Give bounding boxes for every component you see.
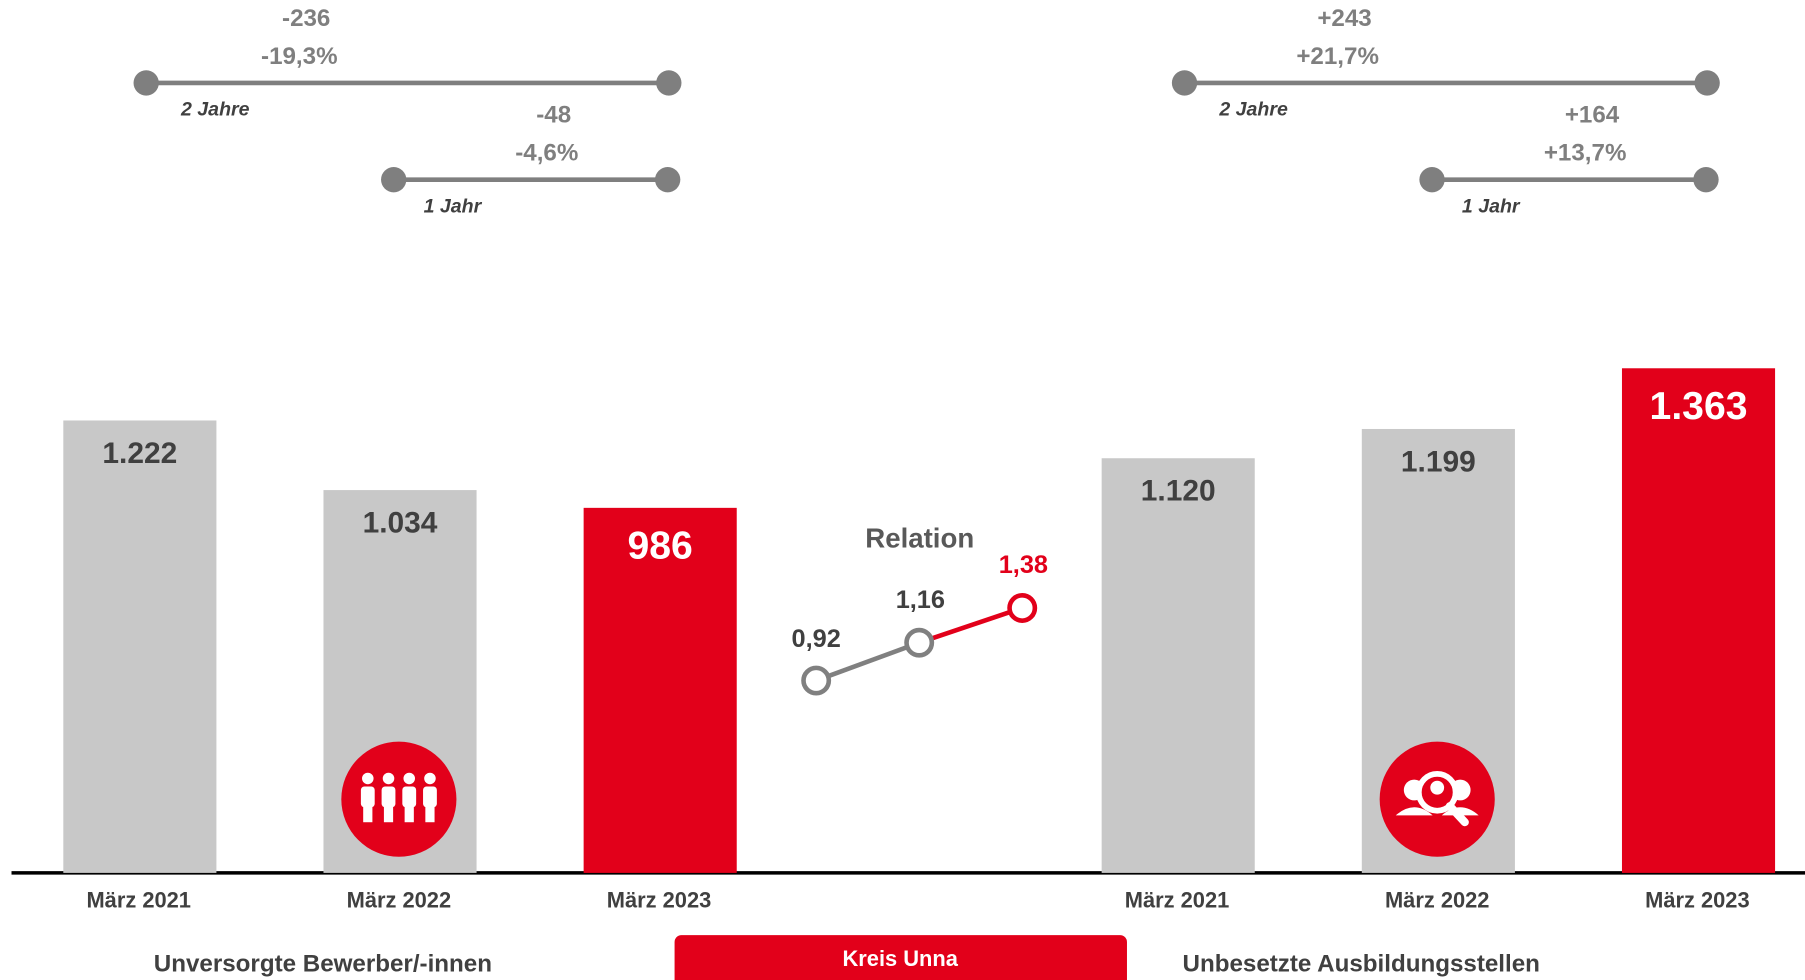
line-point [904, 627, 935, 658]
icon-person-body [402, 786, 417, 808]
line-segment [815, 640, 920, 683]
line-point [801, 665, 832, 696]
icon-person-body [423, 786, 437, 808]
icon-person-leg [363, 806, 373, 823]
range-dot [133, 70, 159, 96]
icon-circle [341, 741, 457, 857]
x-tick-label: März 2021 [1125, 887, 1229, 912]
percent-label: +13,7% [1544, 140, 1627, 167]
x-tick-label: März 2022 [1385, 887, 1489, 912]
x-tick-label: März 2022 [347, 887, 451, 912]
range-dot [1419, 166, 1445, 193]
range-dot [655, 166, 681, 193]
footer-box [674, 935, 1127, 980]
range-dot [656, 70, 682, 96]
point-value-label: 1,38 [999, 551, 1048, 579]
icon-person-leg [404, 806, 414, 823]
x-tick-label: März 2021 [86, 887, 190, 912]
change-label: +243 [1317, 5, 1371, 32]
point-value-label: 0,92 [792, 625, 841, 653]
range-dot [1171, 70, 1198, 96]
x-tick-label: März 2023 [607, 887, 711, 912]
chart-title: Relation [865, 522, 974, 553]
percent-label: +21,7% [1296, 43, 1379, 70]
point-value-label: 1,16 [896, 586, 945, 614]
bar [1621, 368, 1776, 873]
icon-person-body [381, 786, 396, 808]
chart-title: Unversorgte Bewerber/-innen [154, 950, 492, 977]
change-label: -236 [282, 5, 330, 32]
period-label: 2 Jahre [180, 99, 250, 121]
bar-value-label: 986 [628, 524, 693, 567]
icon-person-head [424, 772, 436, 785]
chart-title: Unbesetzte Ausbildungsstellen [1183, 950, 1540, 977]
period-label: 2 Jahre [1218, 99, 1288, 121]
icon-person-head [403, 772, 415, 785]
footer-label: Kreis Unna [843, 946, 959, 971]
range-dot [381, 166, 407, 193]
icon-shoulders [1395, 807, 1479, 816]
bar-value-label: 1.034 [363, 507, 438, 540]
range-dot [1694, 70, 1720, 96]
period-label: 1 Jahr [1462, 195, 1521, 217]
percent-label: -4,6% [515, 140, 578, 167]
icon-person-body [360, 786, 375, 808]
x-tick-label: März 2023 [1645, 887, 1749, 912]
icon-person-head [362, 772, 374, 785]
period-label: 1 Jahr [424, 195, 483, 217]
icon-person-head [382, 772, 395, 785]
bar-value-label: 1.120 [1141, 475, 1216, 508]
change-label: +164 [1565, 102, 1620, 129]
icon-person-leg [425, 806, 435, 823]
bar-value-label: 1.363 [1650, 385, 1748, 428]
icon-person-head [1430, 780, 1445, 795]
bar [63, 420, 217, 873]
line-point [1007, 592, 1038, 623]
change-label: -48 [536, 102, 571, 129]
bar [583, 507, 737, 873]
bar [1101, 458, 1255, 873]
icon-person-leg [383, 806, 394, 823]
range-dot [1693, 166, 1719, 193]
bar-value-label: 1.222 [102, 437, 177, 470]
bar-value-label: 1.199 [1401, 445, 1476, 478]
percent-label: -19,3% [261, 43, 338, 70]
line-segment [918, 605, 1023, 645]
